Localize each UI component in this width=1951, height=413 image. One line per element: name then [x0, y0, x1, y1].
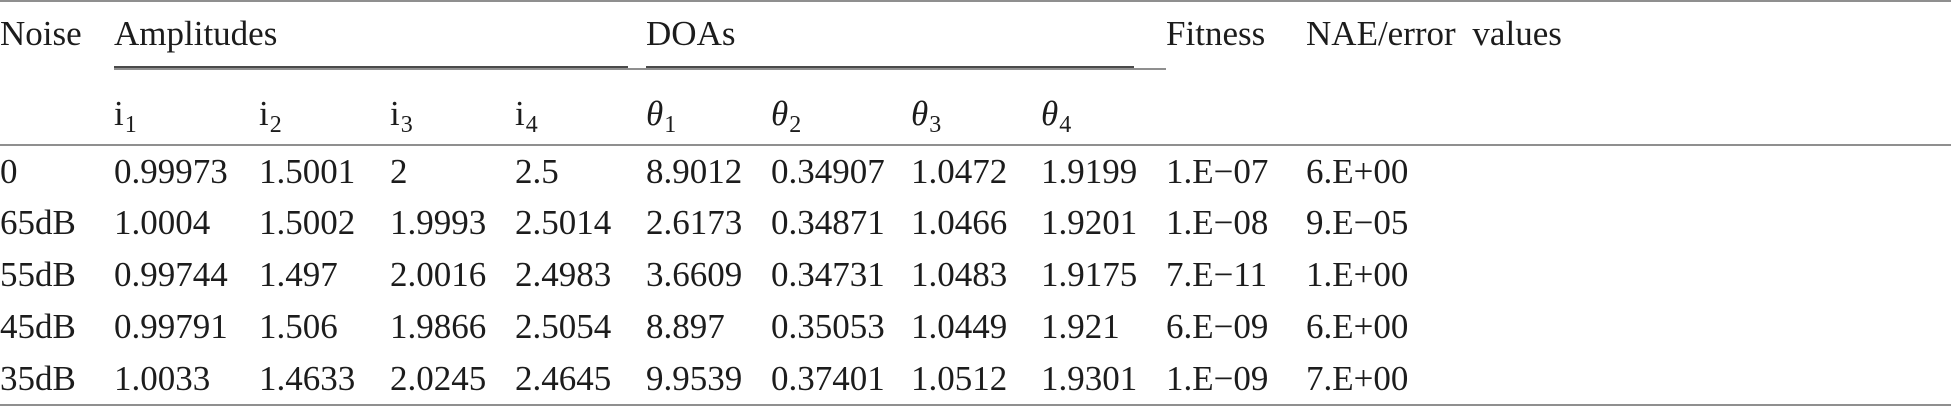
cell-i3: 1.9866 — [390, 307, 487, 346]
table-row-noise-65db: 65dB 1.0004 1.5002 1.9993 2.5014 2.6173 … — [0, 197, 1951, 249]
cell-theta3: 1.0449 — [911, 307, 1008, 346]
cell-nae: 1.E+00 — [1306, 255, 1409, 294]
cell-i1: 1.0033 — [114, 358, 211, 398]
col-group-amplitudes: Amplitudes — [114, 1, 647, 70]
cell-i2: 1.5001 — [259, 151, 356, 191]
cell-nae: 7.E+00 — [1306, 358, 1409, 398]
cell-theta3: 1.0472 — [911, 151, 1008, 191]
table-row-noise-45db: 45dB 0.99791 1.506 1.9866 2.5054 8.897 0… — [0, 301, 1951, 353]
row-label-noise: 65dB — [0, 203, 76, 242]
row-label-noise: 0 — [0, 151, 18, 191]
col-header-theta2: θ2 — [771, 69, 912, 146]
cell-theta2: 0.34731 — [771, 255, 885, 294]
header-row-subcolumns: i1 i2 i3 i4 θ1 θ2 θ3 θ4 — [0, 69, 1951, 146]
cell-theta2: 0.37401 — [771, 358, 885, 398]
cell-i1: 0.99744 — [114, 255, 228, 294]
cell-i4: 2.4645 — [515, 358, 612, 398]
row-label-noise: 45dB — [0, 307, 76, 346]
table-row-noise-55db: 55dB 0.99744 1.497 2.0016 2.4983 3.6609 … — [0, 249, 1951, 301]
cell-fitness: 1.E−07 — [1166, 151, 1269, 191]
cell-theta2: 0.34907 — [771, 151, 885, 191]
cell-i4: 2.5014 — [515, 203, 612, 242]
cell-i4: 2.5 — [515, 151, 559, 191]
cell-theta1: 8.9012 — [646, 151, 743, 191]
cell-i1: 0.99791 — [114, 307, 228, 346]
cell-nae: 6.E+00 — [1306, 151, 1409, 191]
cell-theta4: 1.9301 — [1041, 358, 1138, 398]
cell-i3: 1.9993 — [390, 203, 487, 242]
cell-i2: 1.506 — [259, 307, 338, 346]
cell-i2: 1.5002 — [259, 203, 356, 242]
cell-theta4: 1.9201 — [1041, 203, 1138, 242]
table-row-noise-35db: 35dB 1.0033 1.4633 2.0245 2.4645 9.9539 … — [0, 353, 1951, 405]
col-header-theta4: θ4 — [1041, 69, 1167, 146]
cell-i4: 2.4983 — [515, 255, 612, 294]
cell-nae: 9.E−05 — [1306, 203, 1409, 242]
cell-i2: 1.497 — [259, 255, 338, 294]
col-header-noise: Noise — [0, 1, 114, 146]
col-header-i1: i1 — [114, 69, 259, 146]
header-row-groups: Noise Amplitudes DOAs Fitness NAE/error … — [0, 1, 1951, 146]
cell-i1: 0.99973 — [114, 151, 228, 191]
cell-theta1: 9.9539 — [646, 358, 743, 398]
cell-i1: 1.0004 — [114, 203, 211, 242]
row-label-noise: 55dB — [0, 255, 76, 294]
col-header-i3: i3 — [390, 69, 515, 146]
cell-i4: 2.5054 — [515, 307, 612, 346]
cell-theta4: 1.921 — [1041, 307, 1120, 346]
cell-i3: 2 — [390, 151, 408, 191]
row-label-noise: 35dB — [0, 358, 76, 398]
cell-theta4: 1.9175 — [1041, 255, 1138, 294]
col-header-theta1: θ1 — [646, 69, 772, 146]
cell-theta3: 1.0512 — [911, 358, 1008, 398]
cell-fitness: 6.E−09 — [1166, 307, 1269, 346]
cell-theta2: 0.34871 — [771, 203, 885, 242]
cell-i3: 2.0245 — [390, 358, 487, 398]
col-header-nae-error-values: NAE/error values — [1306, 1, 1951, 146]
cell-nae: 6.E+00 — [1306, 307, 1409, 346]
cell-fitness: 1.E−09 — [1166, 358, 1269, 398]
cell-fitness: 1.E−08 — [1166, 203, 1269, 242]
cell-i2: 1.4633 — [259, 358, 356, 398]
col-header-i4: i4 — [515, 69, 647, 146]
cell-theta1: 8.897 — [646, 307, 725, 346]
col-header-i2: i2 — [259, 69, 390, 146]
col-group-doas: DOAs — [646, 1, 1167, 70]
cell-theta3: 1.0466 — [911, 203, 1008, 242]
table-row-noise-0: 0 0.99973 1.5001 2 2.5 8.9012 0.34907 1.… — [0, 145, 1951, 197]
cell-theta1: 2.6173 — [646, 203, 743, 242]
cell-i3: 2.0016 — [390, 255, 487, 294]
doas-label: DOAs — [646, 14, 736, 53]
cell-theta1: 3.6609 — [646, 255, 743, 294]
col-header-fitness: Fitness — [1166, 1, 1307, 146]
col-header-theta3: θ3 — [911, 69, 1042, 146]
cell-theta4: 1.9199 — [1041, 151, 1138, 191]
cell-fitness: 7.E−11 — [1166, 255, 1268, 294]
cell-theta3: 1.0483 — [911, 255, 1008, 294]
amplitudes-label: Amplitudes — [114, 14, 278, 53]
cell-theta2: 0.35053 — [771, 307, 885, 346]
